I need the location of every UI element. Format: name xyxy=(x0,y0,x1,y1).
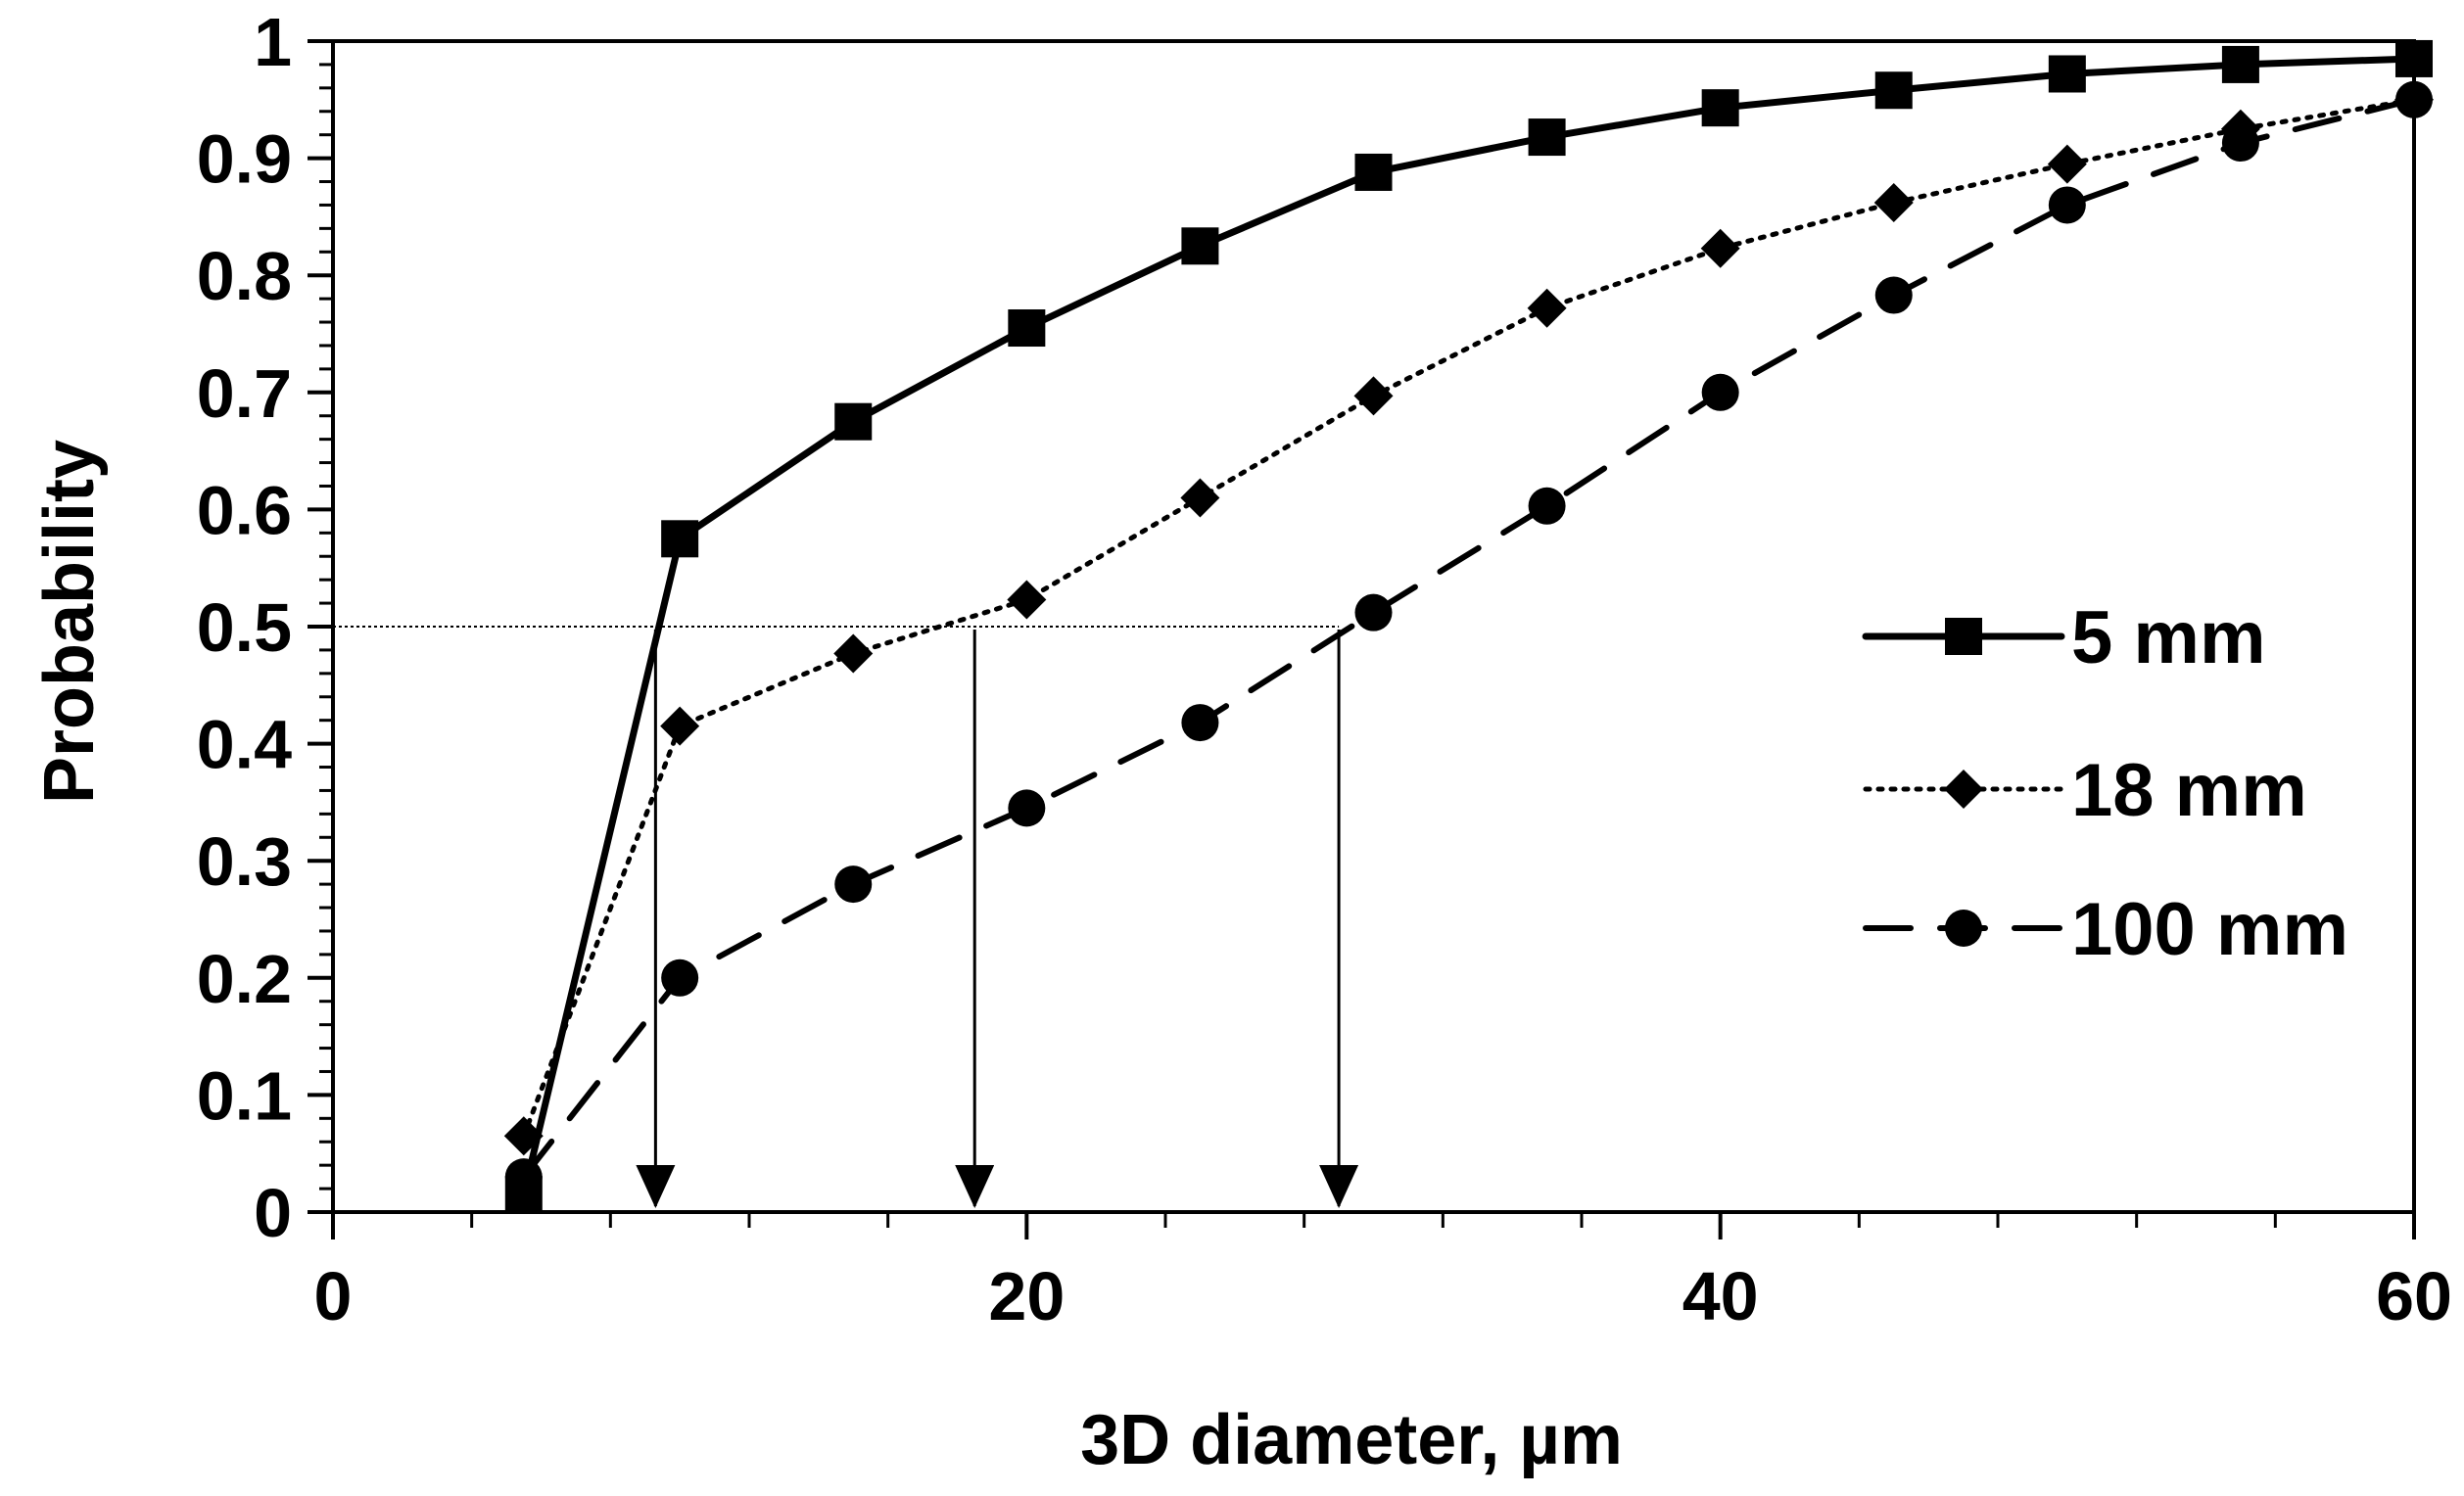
y-tick-label: 0.1 xyxy=(197,1057,292,1134)
data-point xyxy=(1180,478,1220,518)
legend-marker xyxy=(1945,910,1982,947)
data-point xyxy=(1701,373,1739,411)
data-point xyxy=(2395,39,2433,77)
y-tick-label: 0.3 xyxy=(197,823,292,900)
data-point xyxy=(1354,153,1393,191)
data-point xyxy=(1528,118,1566,157)
legend: 5 mm 18 mm 100 mm xyxy=(1862,596,2348,971)
data-point xyxy=(660,706,700,746)
series-5-mm xyxy=(504,39,2433,1214)
y-tick-label: 0.8 xyxy=(197,238,292,314)
legend-label: 18 mm xyxy=(2071,749,2307,832)
data-point xyxy=(504,1158,543,1196)
data-point xyxy=(2047,144,2087,184)
data-point xyxy=(1701,89,1739,127)
y-tick-label: 0.9 xyxy=(197,121,292,198)
data-point xyxy=(1700,228,1740,268)
data-point xyxy=(661,958,699,997)
data-point xyxy=(1008,309,1046,348)
series-line xyxy=(521,97,2417,1139)
y-tick-label: 0.5 xyxy=(197,589,292,666)
data-point xyxy=(1181,704,1219,742)
y-tick-label: 0.4 xyxy=(197,707,292,783)
legend-marker xyxy=(1944,770,1983,809)
series-layer xyxy=(503,39,2434,1214)
y-axis-title: Probability xyxy=(30,440,109,804)
data-point xyxy=(661,520,699,558)
data-point xyxy=(2221,45,2259,83)
y-tick-label: 0.7 xyxy=(197,355,292,432)
y-tick-label: 0.2 xyxy=(197,941,292,1017)
data-point xyxy=(1354,593,1393,631)
data-point xyxy=(2395,80,2433,118)
x-tick-label: 0 xyxy=(314,1258,353,1334)
x-axis-title: 3D diameter, µm xyxy=(1080,1401,1623,1479)
series-100-mm xyxy=(504,80,2433,1196)
data-point xyxy=(2048,186,2086,224)
x-tick-label: 20 xyxy=(988,1258,1065,1334)
data-point xyxy=(2048,55,2086,93)
data-point xyxy=(1527,288,1567,328)
data-point xyxy=(1181,227,1219,265)
data-point xyxy=(1873,183,1914,223)
data-point xyxy=(503,1116,544,1156)
legend-marker xyxy=(1945,618,1982,655)
axes: 0 0.1 0.2 0.3 0.4 0.5 0.6 0.7 0.8 0.9 1 0 20 40 60 xyxy=(197,4,2452,1334)
y-tick-label: 1 xyxy=(254,4,292,80)
data-point xyxy=(1528,487,1566,525)
series-line xyxy=(520,96,2417,1181)
legend-label: 100 mm xyxy=(2071,888,2348,971)
x-tick-label: 60 xyxy=(2376,1258,2452,1334)
data-point xyxy=(2221,124,2259,163)
y-tick-label: 0.6 xyxy=(197,472,292,548)
data-point xyxy=(1008,789,1046,827)
median-annotations xyxy=(333,626,1359,1208)
series-line xyxy=(520,55,2418,1198)
x-tick-label: 40 xyxy=(1682,1258,1759,1334)
data-point xyxy=(834,865,873,904)
data-point xyxy=(1874,276,1913,314)
data-point xyxy=(834,402,873,441)
data-point xyxy=(833,633,874,674)
data-point xyxy=(1874,71,1913,110)
y-tick-label: 0 xyxy=(254,1175,292,1251)
legend-label: 5 mm xyxy=(2071,596,2266,679)
data-point xyxy=(1007,580,1047,620)
data-point xyxy=(1353,376,1394,416)
